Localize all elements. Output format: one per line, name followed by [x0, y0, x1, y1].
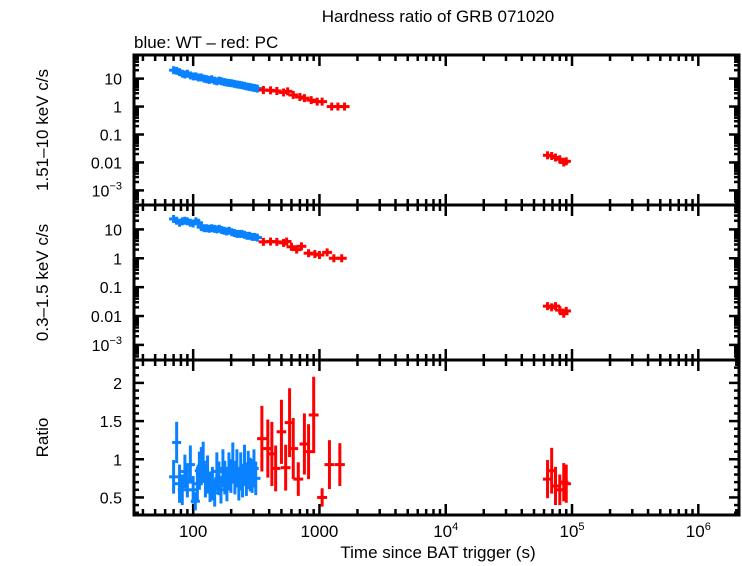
- data-point-pc: [308, 376, 319, 454]
- data-point-pc: [276, 399, 287, 464]
- data-point-wt: [169, 460, 179, 494]
- y-axis-label-hard: 1.51–10 keV c/s: [33, 69, 52, 191]
- chart-subtitle-legend: blue: WT – red: PC: [134, 33, 278, 52]
- x-axis-label: Time since BAT trigger (s): [340, 543, 535, 562]
- y-tick-label: 1: [113, 100, 122, 117]
- data-point-pc: [288, 418, 299, 480]
- data-point-pc: [257, 405, 267, 472]
- panel-frame: [132, 53, 741, 207]
- data-point-wt: [177, 474, 187, 506]
- data-point-pc: [288, 90, 299, 99]
- y-tick-label: 2: [113, 376, 122, 393]
- y-axis-label-soft: 0.3–1.5 keV c/s: [33, 224, 52, 341]
- y-tick-label: 1: [113, 452, 122, 469]
- data-point-wt: [172, 421, 182, 464]
- chart-title: Hardness ratio of GRB 071020: [322, 7, 554, 26]
- data-point-wt: [185, 445, 195, 484]
- x-tick-label: 104: [433, 521, 458, 541]
- data-point-pc: [281, 237, 292, 246]
- data-point-pc: [336, 254, 347, 263]
- data-point-wt: [193, 218, 203, 227]
- y-tick-label: 0.5: [100, 490, 122, 507]
- data-point-pc: [561, 306, 571, 315]
- y-tick-label: 1.5: [100, 414, 122, 431]
- data-point-pc: [303, 424, 314, 480]
- y-tick-label: 10: [104, 72, 122, 89]
- data-point-pc: [561, 464, 571, 503]
- data-point-pc: [314, 250, 325, 259]
- data-point-pc: [280, 444, 291, 491]
- y-tick-label: 0.1: [100, 280, 122, 297]
- data-point-pc: [306, 96, 317, 105]
- data-point-pc: [282, 87, 293, 96]
- data-point-pc: [339, 102, 350, 111]
- y-axis-label-ratio: Ratio: [33, 418, 52, 458]
- x-tick-label: 1000: [301, 522, 339, 541]
- data-point-wt: [190, 492, 200, 511]
- data-point-pc: [293, 462, 304, 496]
- data-point-wt: [250, 461, 261, 496]
- x-tick-label: 100: [179, 522, 207, 541]
- y-tick-label: 0.01: [91, 309, 122, 326]
- y-tick-label: 10−3: [92, 180, 122, 200]
- data-point-pc: [296, 242, 307, 251]
- data-point-pc: [324, 440, 335, 490]
- data-point-pc: [561, 157, 571, 166]
- x-tick-label: 106: [686, 521, 711, 541]
- y-tick-label: 0.01: [91, 155, 122, 172]
- y-tick-label: 10−3: [92, 335, 122, 355]
- data-point-pc: [286, 242, 297, 251]
- data-point-pc: [270, 445, 281, 492]
- y-tick-label: 1: [113, 251, 122, 268]
- y-tick-label: 10: [104, 222, 122, 239]
- panel-soft: 10 1 0.1 0.01 10−3 0.3–1.5 keV c/s: [33, 203, 741, 362]
- data-point-wt: [252, 233, 263, 242]
- panel-hard: 10 1 0.1 0.01 10−3 1.51–10 keV c/s: [33, 53, 741, 207]
- data-point-pc: [317, 488, 328, 507]
- data-point-pc: [299, 94, 310, 103]
- data-point-pc: [322, 248, 333, 257]
- data-point-pc: [334, 443, 345, 486]
- data-point-pc: [317, 97, 328, 106]
- y-tick-label: 0.1: [100, 128, 122, 145]
- x-tick-label: 105: [559, 521, 584, 541]
- panel-ratio: 2 1.5 1 0.5 Ratio: [33, 358, 741, 517]
